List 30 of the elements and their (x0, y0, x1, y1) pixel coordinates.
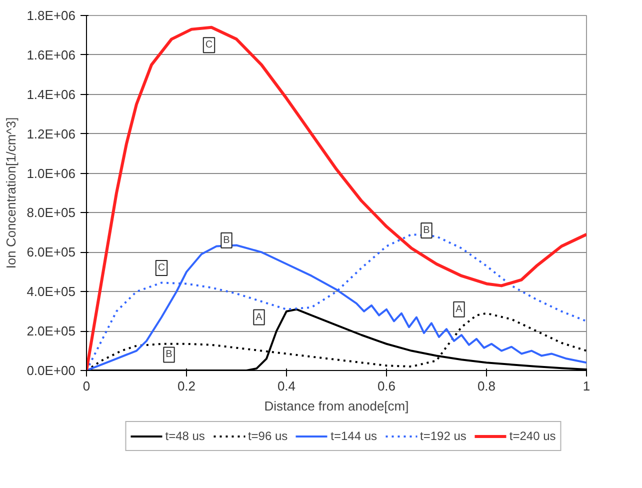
x-tick-label: 0 (82, 378, 90, 394)
legend-label: t=192 us (420, 429, 466, 443)
x-tick-label: 1 (582, 378, 590, 394)
legend-label: t=48 us (165, 429, 205, 443)
x-tick-label: 0.4 (277, 378, 296, 394)
legend-label: t=96 us (248, 429, 288, 443)
annotation: C (205, 40, 213, 51)
y-tick-label: 1.6E+06 (26, 47, 76, 62)
y-tick-label: 1.2E+06 (26, 126, 76, 142)
legend-label: t=144 us (330, 429, 378, 443)
annotation: B (166, 349, 173, 360)
x-tick-label: 0.2 (177, 378, 196, 394)
x-axis-title: Distance from anode[cm] (264, 398, 409, 414)
y-tick-label: 1.8E+06 (26, 8, 76, 23)
annotation: C (158, 262, 166, 274)
y-tick-label: 2.0E+05 (26, 324, 76, 339)
y-tick-label: 1.4E+06 (26, 86, 76, 102)
x-tick-label: 0.6 (377, 378, 396, 394)
annotation: B (423, 224, 430, 236)
legend-label: t=240 us (509, 429, 556, 443)
annotation: A (456, 304, 463, 315)
x-tick-label: 0.8 (477, 378, 496, 394)
y-axis-title: Ion Concentration[1/cm^3] (4, 117, 19, 269)
y-tick-label: 4.0E+05 (26, 284, 76, 300)
y-tick-label: 6.0E+05 (26, 244, 76, 260)
y-tick-label: 8.0E+05 (26, 205, 76, 220)
annotation: B (223, 234, 230, 246)
y-tick-label: 1.0E+06 (26, 166, 76, 181)
annotation: A (256, 312, 263, 323)
y-tick-label: 0.0E+00 (26, 363, 76, 378)
